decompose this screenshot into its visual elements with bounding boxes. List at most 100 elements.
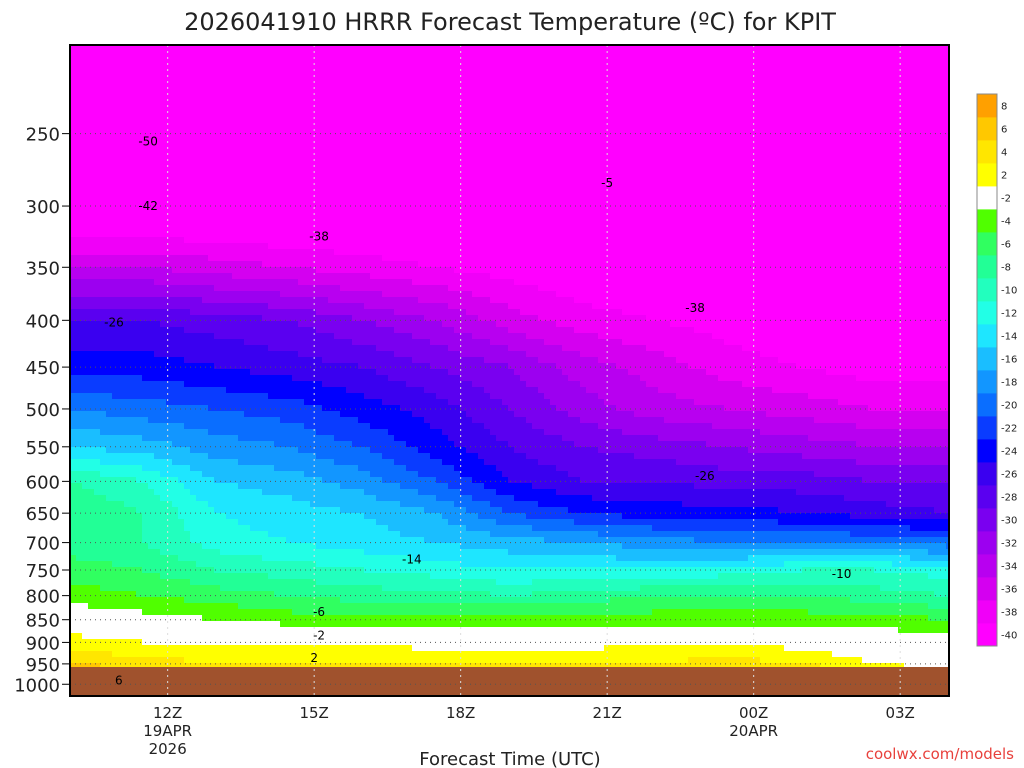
heat-cell (880, 231, 887, 238)
heat-cell (868, 57, 875, 64)
heat-cell (838, 51, 845, 58)
heat-cell (784, 207, 791, 214)
heat-cell (232, 165, 239, 172)
heat-cell (304, 159, 311, 166)
heat-cell (778, 45, 785, 52)
heat-cell (280, 141, 287, 148)
heat-cell (394, 81, 401, 88)
heat-cell (736, 225, 743, 232)
heat-cell (118, 225, 125, 232)
heat-cell (586, 45, 593, 52)
heat-cell (628, 153, 635, 160)
heat-cell (862, 99, 869, 106)
heat-cell (406, 75, 413, 82)
heat-cell (568, 243, 575, 250)
heat-cell (712, 105, 719, 112)
heat-cell (928, 57, 935, 64)
heat-cell (196, 219, 203, 226)
heat-cell (508, 123, 515, 130)
heat-cell (754, 141, 761, 148)
heat-cell (706, 117, 713, 124)
heat-cell (664, 213, 671, 220)
heat-cell (118, 195, 125, 202)
heat-cell (214, 99, 221, 106)
heat-cell (406, 129, 413, 136)
heat-cell (862, 153, 869, 160)
heat-cell (628, 123, 635, 130)
heat-cell (628, 237, 635, 244)
heat-cell (412, 51, 419, 58)
heat-cell (124, 123, 131, 130)
heat-cell (346, 51, 353, 58)
heat-cell (208, 213, 215, 220)
heat-cell (262, 69, 269, 76)
heat-cell (640, 177, 647, 184)
heat-cell (898, 141, 905, 148)
heat-cell (274, 99, 281, 106)
heat-cell (790, 201, 797, 208)
heat-cell (508, 171, 515, 178)
heat-cell (430, 243, 437, 250)
heat-cell (298, 189, 305, 196)
heat-cell (280, 171, 287, 178)
heat-cell (574, 51, 581, 58)
heat-cell (778, 57, 785, 64)
heat-cell (232, 81, 239, 88)
heat-cell (568, 183, 575, 190)
heat-cell (448, 45, 455, 52)
heat-cell (874, 75, 881, 82)
heat-cell (754, 237, 761, 244)
heat-cell (760, 171, 767, 178)
heat-cell (316, 147, 323, 154)
heat-cell (784, 153, 791, 160)
heat-cell (88, 123, 95, 130)
heat-cell (670, 225, 677, 232)
heat-cell (436, 195, 443, 202)
heat-cell (202, 81, 209, 88)
heat-cell (592, 45, 599, 52)
heat-cell (598, 87, 605, 94)
heat-cell (898, 105, 905, 112)
heat-cell (88, 129, 95, 136)
heat-cell (532, 81, 539, 88)
chart-title: 2026041910 HRRR Forecast Temperature (ºC… (184, 8, 836, 36)
heat-cell (838, 147, 845, 154)
heat-cell (856, 129, 863, 136)
heat-cell (712, 153, 719, 160)
heat-cell (796, 57, 803, 64)
heat-cell (214, 69, 221, 76)
heat-cell (676, 219, 683, 226)
heat-cell (508, 195, 515, 202)
heat-cell (544, 81, 551, 88)
heat-cell (550, 117, 557, 124)
heat-cell (658, 57, 665, 64)
heat-cell (790, 135, 797, 142)
heat-cell (730, 111, 737, 118)
heat-cell (388, 177, 395, 184)
heat-cell (268, 81, 275, 88)
heat-cell (694, 195, 701, 202)
heat-cell (442, 165, 449, 172)
heat-cell (130, 57, 137, 64)
heat-cell (316, 105, 323, 112)
heat-cell (850, 153, 857, 160)
heat-cell (904, 213, 911, 220)
heat-cell (382, 153, 389, 160)
heat-cell (196, 75, 203, 82)
heat-cell (196, 129, 203, 136)
heat-cell (172, 189, 179, 196)
heat-cell (238, 81, 245, 88)
heat-cell (112, 243, 119, 250)
heat-cell (100, 111, 107, 118)
heat-cell (184, 243, 191, 250)
heat-cell (652, 117, 659, 124)
heat-cell (688, 117, 695, 124)
heat-cell (460, 135, 467, 142)
heat-cell (178, 243, 185, 250)
heat-cell (436, 123, 443, 130)
heat-cell (586, 135, 593, 142)
heat-cell (478, 81, 485, 88)
heat-cell (352, 129, 359, 136)
heat-cell (190, 87, 197, 94)
heat-cell (724, 69, 731, 76)
